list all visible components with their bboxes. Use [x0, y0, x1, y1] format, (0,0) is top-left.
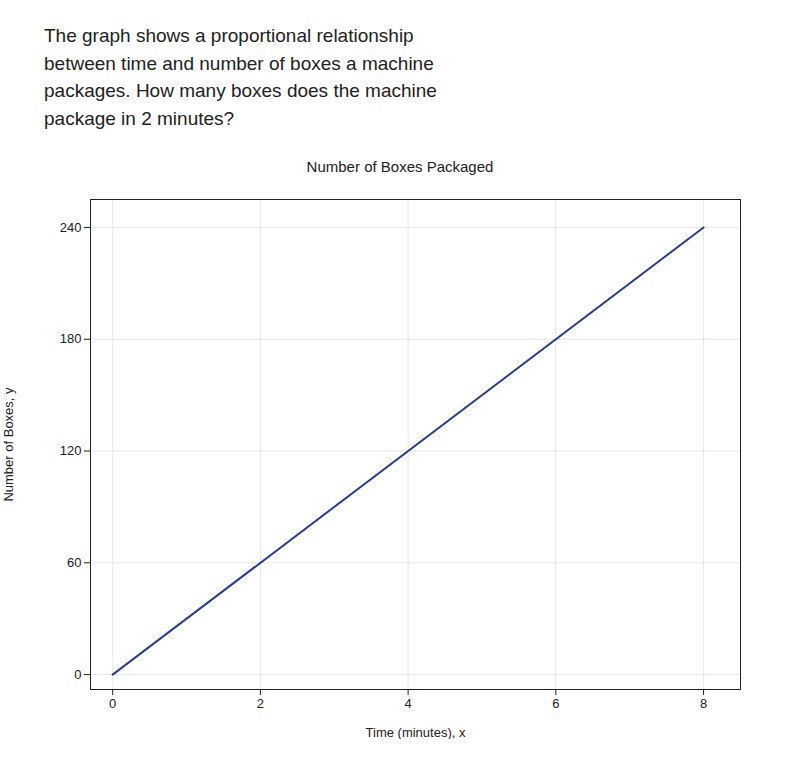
svg-text:240: 240 — [60, 220, 82, 235]
svg-text:120: 120 — [60, 443, 82, 458]
svg-text:0: 0 — [74, 667, 81, 682]
svg-text:Number of Boxes, y: Number of Boxes, y — [1, 387, 16, 502]
svg-text:0: 0 — [109, 696, 116, 711]
svg-text:Time (minutes), x: Time (minutes), x — [366, 725, 466, 740]
svg-text:60: 60 — [67, 555, 81, 570]
svg-text:8: 8 — [700, 696, 707, 711]
svg-text:6: 6 — [552, 696, 559, 711]
html-text:The graph shows a proportional: The graph shows a proportional relations… — [44, 25, 437, 129]
html-text:Number of Boxes Packaged: Number of Boxes Packaged — [306, 158, 494, 176]
svg-text:2: 2 — [257, 696, 264, 711]
svg-text:4: 4 — [404, 696, 411, 711]
svg-text:180: 180 — [60, 332, 82, 347]
